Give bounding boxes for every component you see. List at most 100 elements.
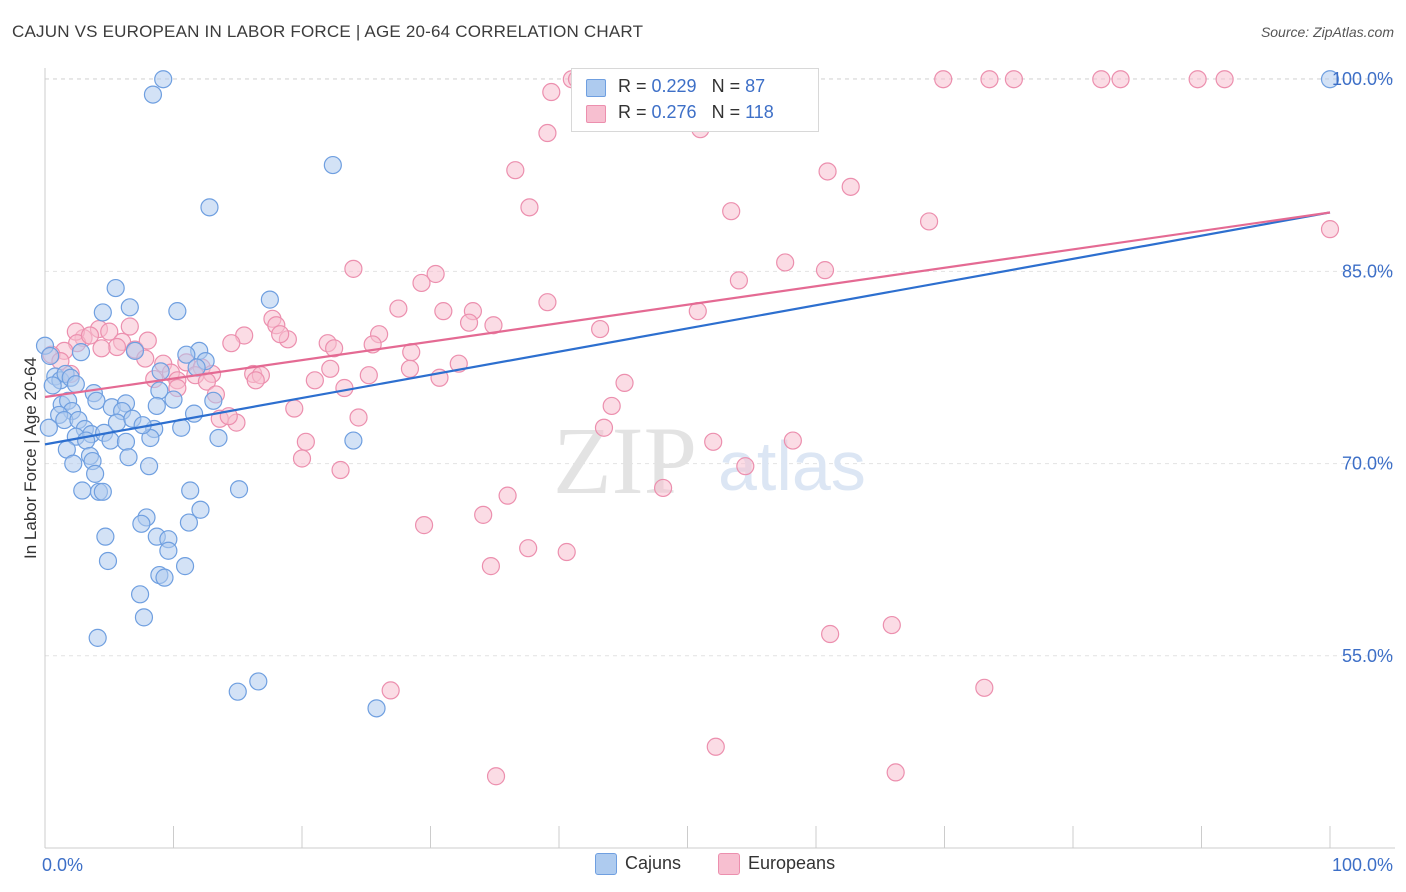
cajun-point [119,448,138,467]
cajun-point [179,513,199,532]
european-point [331,460,350,480]
cajun-point [43,376,62,395]
cajun-point [71,343,91,362]
axes [44,68,1395,849]
cajun-point [155,568,174,587]
european-point [321,359,340,378]
cajun-point [154,70,173,89]
bottom-europeans-label: Europeans [748,853,836,873]
european-point [882,615,901,635]
cajun-point [125,341,145,360]
cajun-point [151,362,170,381]
european-point [400,359,420,378]
european-point [706,737,725,756]
cajun-point [191,500,210,519]
cajun-point [41,346,60,366]
bottom-cajuns-label: Cajuns [625,853,682,873]
european-point [594,418,614,437]
cajun-point [204,391,223,410]
cajun-point [323,155,342,175]
bottom-cajuns-swatch [595,853,617,875]
european-point [120,317,139,336]
europeans-trend-line [44,211,1331,399]
european-point [296,432,315,451]
european-point [344,259,363,278]
cajun-point [98,551,118,571]
cajun-point [93,482,112,501]
european-point [841,177,860,196]
cajun-point [249,672,268,691]
european-point [783,431,802,450]
bottom-europeans-swatch [718,853,740,875]
european-point [412,273,431,293]
legend-europeans-text: R = 0.276 N = 118 [618,102,774,122]
cajun-point [1320,70,1340,89]
cajun-point [367,699,386,718]
cajuns-trend-line [44,211,1331,446]
european-point [305,371,324,390]
european-point [704,432,723,451]
european-point [980,70,999,89]
cajun-point [181,481,200,500]
european-point [222,334,241,353]
cajun-point [229,480,249,499]
european-point [474,505,493,524]
european-point [542,82,561,102]
european-point [359,366,378,385]
y-axis-title: In Labor Force | Age 20-64 [21,357,40,559]
y-tick-label: 70.0% [1342,454,1393,474]
cajun-point [86,464,105,483]
watermark-zip: ZIP [553,407,697,514]
european-point [481,557,500,576]
cajuns-points [35,70,1340,718]
european-point [486,767,506,786]
european-point [1215,70,1234,89]
european-point [818,162,837,181]
european-point [414,516,434,535]
cajun-point [96,527,115,546]
cajun-point [200,198,219,217]
european-point [271,325,290,344]
european-point [1004,70,1023,89]
cajun-point [228,682,247,701]
european-point [100,322,119,341]
cajun-point [209,428,228,448]
european-point [1111,70,1130,89]
european-point [285,399,304,418]
cajun-point [120,298,139,317]
european-point [80,326,100,345]
cajun-point [260,290,279,309]
cajun-point [177,345,196,364]
legend-cajuns-text: R = 0.229 N = 87 [618,76,766,96]
cajun-point [77,431,96,450]
cajun-point [344,431,363,450]
european-point [776,253,795,272]
cajuns-swatch [586,79,606,97]
european-point [335,378,354,398]
european-point [292,449,312,468]
european-point [615,373,634,392]
cajun-point [175,557,195,576]
european-point [107,337,127,357]
european-point [426,264,445,284]
cajun-point [93,303,112,322]
european-point [349,408,368,427]
cajun-point [73,481,92,500]
europeans-swatch [586,105,606,123]
axis-labels: 55.0% 70.0% 85.0% 100.0% 0.0% 100.0% In Labor … [21,69,1393,875]
cajun-point [87,391,106,410]
y-tick-label: 100.0% [1332,69,1393,89]
cajun-point [164,390,183,409]
cajun-point [116,432,136,451]
european-point [498,486,517,505]
cajun-point [39,418,58,437]
x-tick-label-max: 100.0% [1332,855,1393,875]
cajun-point [143,85,163,104]
european-point [821,624,840,644]
cajun-point [64,454,83,473]
european-point [381,681,400,700]
cajun-point [134,608,154,627]
european-point [557,542,576,562]
trend-lines [44,211,1331,446]
european-point [934,70,953,89]
